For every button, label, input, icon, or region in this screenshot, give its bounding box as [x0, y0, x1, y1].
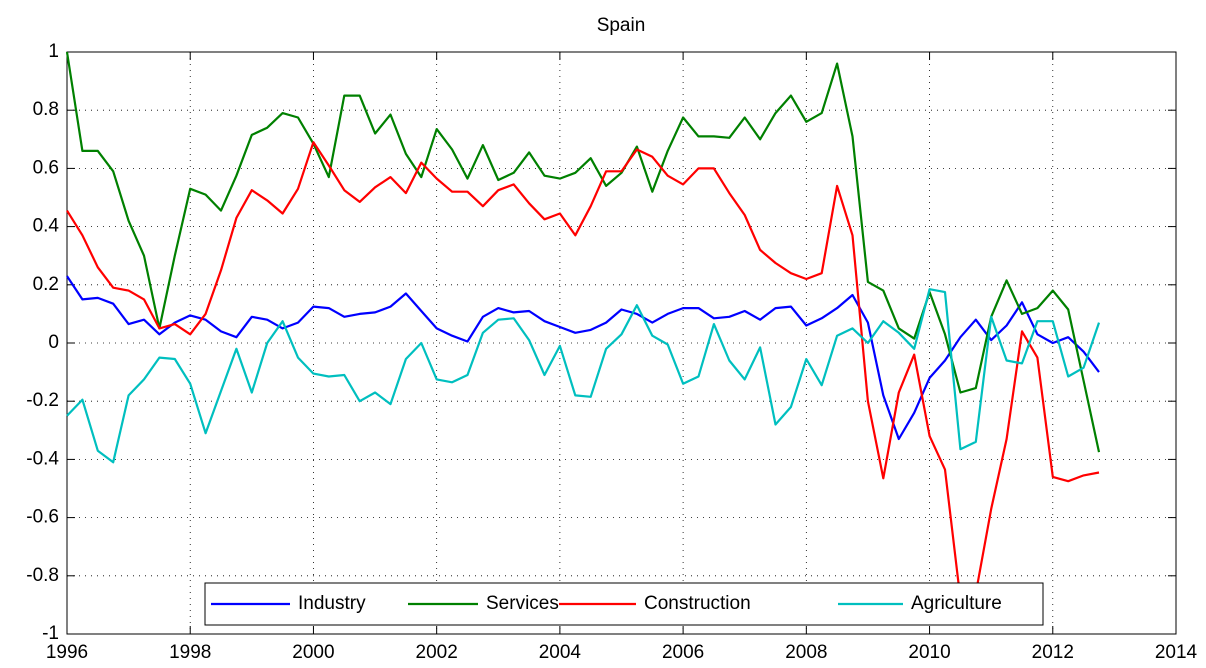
y-tick-label: 0.8 — [33, 99, 59, 120]
x-tick-label: 2006 — [662, 642, 704, 663]
series-line — [66, 141, 1100, 601]
legend-label: Agriculture — [911, 593, 1002, 614]
x-tick-label: 1996 — [46, 642, 88, 663]
legend-label: Services — [486, 593, 559, 614]
y-tick-label: 0 — [48, 332, 59, 353]
x-tick-label: 2000 — [292, 642, 334, 663]
y-tick-label: 0.6 — [33, 157, 59, 178]
y-tick-label: -0.6 — [26, 507, 59, 528]
y-tick-label: -1 — [42, 623, 59, 644]
series-line — [66, 275, 1100, 441]
x-tick-label: 2002 — [416, 642, 458, 663]
x-tick-label: 1998 — [169, 642, 211, 663]
y-tick-label: -0.4 — [26, 448, 59, 469]
x-tick-label: 2010 — [908, 642, 950, 663]
y-tick-label: 1 — [48, 41, 59, 62]
x-tick-label: 2004 — [539, 642, 582, 663]
y-tick-label: 0.4 — [33, 216, 60, 237]
y-tick-label: 0.2 — [33, 274, 59, 295]
y-tick-label: -0.8 — [26, 565, 59, 586]
x-tick-label: 2008 — [785, 642, 827, 663]
y-tick-label: -0.2 — [26, 390, 59, 411]
x-tick-label: 2014 — [1155, 642, 1198, 663]
legend-label: Industry — [298, 593, 366, 614]
plot-frame — [66, 51, 1177, 635]
x-tick-label: 2012 — [1032, 642, 1074, 663]
chart-title: Spain — [597, 15, 646, 36]
legend-label: Construction — [644, 593, 751, 614]
series-line — [66, 288, 1101, 464]
